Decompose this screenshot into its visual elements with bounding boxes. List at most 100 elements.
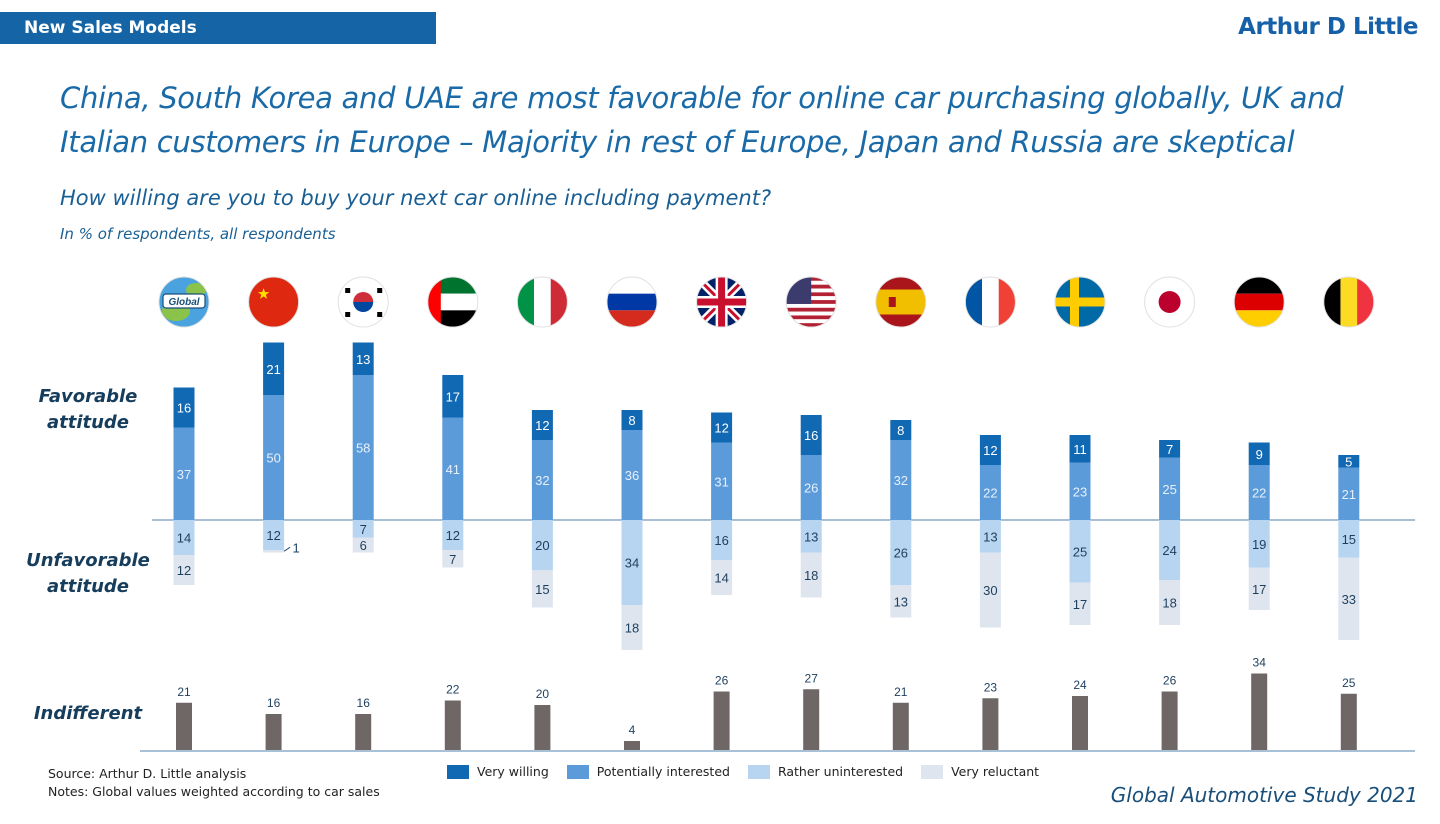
label-very-reluctant: 1 bbox=[292, 540, 299, 555]
label-rather-uninterested: 12 bbox=[446, 528, 460, 543]
label-rather-uninterested: 25 bbox=[1073, 544, 1087, 559]
label-very-willing: 16 bbox=[177, 401, 191, 416]
label-indifferent: 22 bbox=[446, 683, 460, 697]
bar-indifferent bbox=[624, 741, 640, 750]
bar-rather-uninterested bbox=[263, 520, 285, 550]
label-indifferent: 25 bbox=[1342, 676, 1356, 690]
label-very-willing: 12 bbox=[714, 421, 728, 436]
label-very-reluctant: 17 bbox=[1073, 597, 1087, 612]
bar-very-reluctant bbox=[800, 552, 822, 598]
label-indifferent: 23 bbox=[984, 680, 998, 694]
legend-swatch bbox=[747, 764, 770, 779]
label-very-reluctant: 13 bbox=[894, 594, 908, 609]
legend-swatch bbox=[566, 764, 589, 779]
unit-note: In % of respondents, all respondents bbox=[60, 225, 336, 243]
bar-indifferent bbox=[265, 714, 282, 750]
bar-indifferent bbox=[534, 705, 551, 750]
label-rather-uninterested: 19 bbox=[1252, 537, 1266, 552]
label-indifferent: 34 bbox=[1253, 656, 1267, 670]
label-very-reluctant: 33 bbox=[1342, 592, 1356, 607]
bar-very-willing bbox=[711, 412, 733, 443]
label-very-reluctant: 18 bbox=[804, 568, 818, 583]
label-very-willing: 12 bbox=[983, 443, 997, 458]
bar-group-uae: 41 17 12 7 22 bbox=[427, 276, 479, 750]
bar-group-global: 37 16 14 12 21 Global bbox=[158, 276, 210, 750]
legend-item-very-reluctant: Very reluctant bbox=[921, 764, 1039, 779]
label-very-willing: 21 bbox=[266, 362, 280, 377]
bar-rather-uninterested bbox=[352, 520, 374, 538]
bar-indifferent bbox=[803, 689, 820, 750]
uae-flag-icon bbox=[427, 276, 479, 328]
label-rather-uninterested: 20 bbox=[535, 538, 549, 553]
notes-text: Notes: Global values weighted according … bbox=[48, 784, 380, 799]
label-indifferent: 21 bbox=[177, 685, 191, 699]
bar-rather-uninterested bbox=[711, 520, 733, 560]
bar-group-italy: 32 12 20 15 20 bbox=[516, 276, 568, 750]
chart-legend: Very willing Potentially interested Rath… bbox=[447, 764, 1039, 779]
bar-indifferent bbox=[176, 702, 192, 750]
japan-flag-icon bbox=[1144, 276, 1196, 328]
russia-flag-icon bbox=[606, 276, 658, 328]
global-icon: Global bbox=[158, 276, 210, 328]
bar-very-willing bbox=[263, 342, 285, 395]
bar-rather-uninterested bbox=[621, 520, 643, 605]
label-potentially-interested: 50 bbox=[266, 451, 280, 466]
bar-indifferent bbox=[982, 698, 999, 750]
indifferent-label: Indifferent bbox=[33, 703, 143, 724]
bar-potentially-interested bbox=[890, 440, 912, 520]
bar-potentially-interested bbox=[263, 395, 285, 520]
label-very-reluctant: 14 bbox=[714, 571, 728, 586]
label-rather-uninterested: 34 bbox=[625, 556, 639, 571]
sweden-flag-icon bbox=[1054, 276, 1106, 328]
bar-very-reluctant bbox=[173, 555, 195, 585]
label-potentially-interested: 23 bbox=[1073, 484, 1087, 499]
bar-very-willing bbox=[1248, 442, 1270, 465]
label-very-willing: 13 bbox=[356, 352, 370, 367]
bar-group-spain: 32 8 26 13 21 bbox=[875, 276, 927, 750]
legend-label: Very willing bbox=[477, 764, 549, 779]
germany-flag-icon bbox=[1233, 276, 1285, 328]
label-very-reluctant: 15 bbox=[535, 582, 549, 597]
label-rather-uninterested: 7 bbox=[360, 522, 367, 537]
bar-very-willing bbox=[1069, 435, 1091, 463]
bar-potentially-interested bbox=[1248, 465, 1270, 520]
bar-very-willing bbox=[890, 420, 912, 440]
usa-flag-icon bbox=[785, 276, 837, 328]
study-brand: Global Automotive Study 2021 bbox=[1110, 783, 1418, 807]
bar-potentially-interested bbox=[1159, 457, 1181, 520]
bar-potentially-interested bbox=[979, 465, 1001, 520]
bar-very-reluctant bbox=[890, 585, 912, 618]
bar-very-reluctant bbox=[1159, 580, 1181, 625]
bar-potentially-interested bbox=[173, 427, 195, 520]
company-logo: Arthur D Little bbox=[1238, 14, 1418, 40]
label-indifferent: 4 bbox=[629, 723, 636, 737]
bar-group-usa: 26 16 13 18 27 bbox=[785, 276, 837, 750]
slide-title: China, South Korea and UAE are most favo… bbox=[60, 81, 1344, 159]
bar-group-sweden: 23 11 25 17 24 bbox=[1054, 276, 1106, 750]
label-very-reluctant: 17 bbox=[1252, 582, 1266, 597]
bar-rather-uninterested bbox=[531, 520, 553, 570]
legend-item-very-willing: Very willing bbox=[447, 764, 549, 779]
label-rather-uninterested: 13 bbox=[804, 529, 818, 544]
bar-indifferent bbox=[1161, 691, 1178, 750]
label-potentially-interested: 25 bbox=[1162, 482, 1176, 497]
label-very-willing: 11 bbox=[1073, 442, 1087, 457]
bar-group-japan: 25 7 24 18 26 bbox=[1144, 276, 1196, 750]
label-rather-uninterested: 13 bbox=[983, 529, 997, 544]
label-indifferent: 21 bbox=[894, 685, 908, 699]
label-very-willing: 9 bbox=[1256, 447, 1263, 462]
legend-swatch bbox=[447, 764, 469, 779]
bar-very-reluctant bbox=[1338, 557, 1360, 640]
legend-label: Potentially interested bbox=[596, 764, 730, 779]
label-potentially-interested: 36 bbox=[625, 468, 639, 483]
label-indifferent: 26 bbox=[1163, 674, 1177, 688]
label-rather-uninterested: 14 bbox=[177, 531, 191, 546]
label-potentially-interested: 37 bbox=[177, 467, 191, 482]
bar-rather-uninterested bbox=[1069, 520, 1091, 583]
label-rather-uninterested: 15 bbox=[1342, 532, 1356, 547]
bar-potentially-interested bbox=[442, 417, 464, 520]
legend-swatch bbox=[921, 764, 944, 779]
belgium-flag-icon bbox=[1323, 276, 1375, 328]
bar-group-belgium: 21 5 15 33 25 bbox=[1323, 276, 1375, 750]
bar-very-willing bbox=[979, 435, 1001, 465]
